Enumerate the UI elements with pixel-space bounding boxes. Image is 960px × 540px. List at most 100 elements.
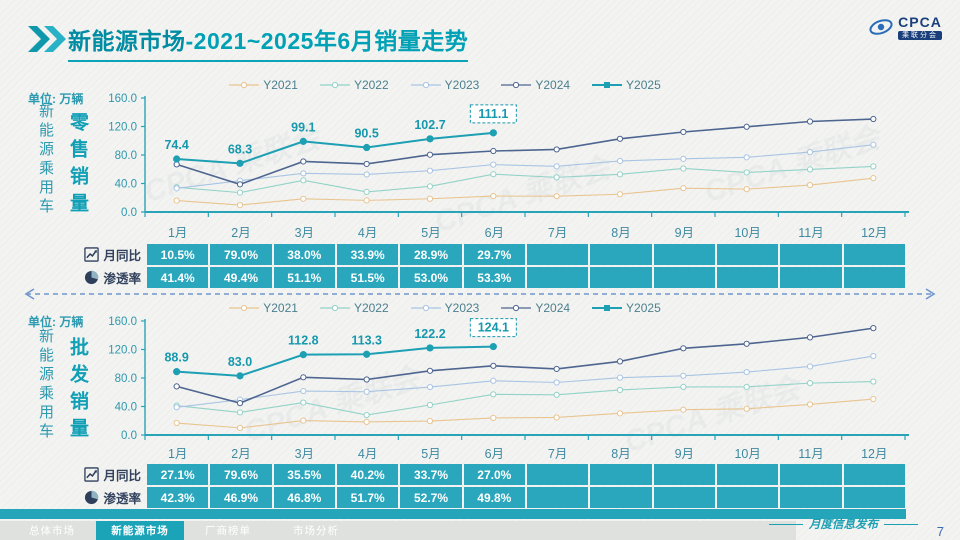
footer-tab-inactive[interactable]: 市场分析 (293, 525, 339, 537)
month-label: 3月 (294, 226, 315, 240)
table-cell (716, 244, 779, 265)
legend-item-y2023: Y2023 (410, 78, 480, 92)
table-cell: 42.3% (147, 487, 209, 508)
table-cell (526, 244, 589, 265)
legend-item-y2022: Y2022 (319, 301, 389, 315)
series-line-y2023 (176, 355, 874, 408)
table-cell (716, 487, 779, 508)
table-cell (526, 267, 589, 288)
table-cell: 28.9% (400, 244, 462, 265)
data-label: 112.8 (288, 334, 319, 348)
data-point-y2024 (426, 367, 434, 374)
logo-text: CPCA (898, 13, 942, 30)
release-label: 月度信息发布 (769, 516, 918, 532)
vehicle-category-label: 新能源乘用车 (37, 103, 54, 217)
legend-label: Y2023 (444, 78, 480, 92)
legend-item-y2024: Y2024 (501, 301, 570, 315)
table-cell (653, 267, 715, 288)
data-point-y2024 (680, 345, 687, 352)
table-cell (653, 464, 715, 485)
y-axis-tick-label: 160.0 (108, 316, 137, 328)
legend-item-y2025: Y2025 (592, 301, 661, 315)
data-point-y2021 (426, 417, 434, 425)
data-point-y2023 (490, 161, 497, 168)
data-point-y2023 (300, 170, 307, 177)
data-label: 99.1 (291, 120, 315, 134)
retail-trend-chart: 0.0 40.0 80.0 120.0 160.0 74.4 68.3 99.1 90.5 102… (108, 93, 909, 219)
data-point-y2021 (743, 405, 750, 412)
title-highlight: 新能源市场 (68, 28, 186, 54)
data-point-y2021 (553, 193, 560, 200)
table-cell: 51.1% (273, 267, 335, 288)
data-point-y2022 (870, 378, 877, 385)
data-point-y2022 (806, 380, 814, 387)
footer-tabs: 总体市场 新能源市场 厂商榜单 市场分析 (0, 521, 796, 540)
wholesale-month-axis: 1月 2月 3月 4月 5月 6月 7月 8月 9月 10月 11月 12月 (83, 443, 905, 461)
data-point-y2023 (743, 368, 750, 376)
wholesale-chart-legend: Y2021 Y2022 Y2023 Y2024 Y2025 (40, 301, 850, 315)
series-line-y2021 (176, 177, 874, 206)
table-cell: 51.5% (336, 267, 399, 288)
data-point-y2022 (300, 177, 307, 184)
table-cell: 51.7% (336, 487, 399, 508)
table-cell: 79.0% (210, 244, 272, 265)
data-point-y2021 (806, 181, 814, 189)
table-cell: 41.4% (147, 267, 209, 288)
data-point-y2021 (363, 197, 370, 204)
data-label: 90.5 (354, 127, 378, 141)
cpca-logo: CPCA 乘联分会 (868, 14, 942, 40)
legend-label: Y2021 (263, 78, 298, 92)
data-point-y2023 (363, 171, 370, 178)
series-line-y2022 (176, 165, 874, 194)
table-cell (843, 267, 905, 288)
table-cell (716, 267, 779, 288)
data-point-y2025 (363, 350, 371, 358)
legend-marker-icon (592, 305, 623, 311)
month-label: 6月 (484, 447, 505, 461)
pie-chart-icon (85, 270, 99, 285)
data-label: 74.4 (164, 138, 188, 152)
legend-label: Y2022 (353, 78, 389, 92)
data-point-y2023 (173, 185, 180, 192)
legend-item-y2024: Y2024 (501, 78, 570, 92)
legend-label: Y2025 (626, 301, 661, 315)
data-point-y2025 (489, 129, 497, 137)
data-point-y2024 (553, 146, 560, 153)
month-label: 12月 (861, 226, 888, 240)
data-point-y2021 (300, 195, 307, 202)
vehicle-category-label: 新能源乘用车 (37, 328, 54, 442)
data-point-y2023 (870, 352, 877, 360)
row-label-text: 月同比 (103, 249, 141, 263)
table-cell: 79.6% (210, 464, 272, 485)
legend-item-y2021: Y2021 (229, 301, 298, 315)
data-point-y2021 (870, 175, 877, 182)
legend-label: Y2022 (353, 301, 389, 315)
data-point-y2024 (236, 181, 244, 188)
data-point-y2025 (489, 342, 497, 351)
data-point-y2021 (173, 197, 180, 204)
footer-tab-active[interactable]: 新能源市场 (96, 521, 184, 540)
table-cell (780, 267, 842, 288)
data-point-y2023 (363, 388, 370, 395)
footer-tab-inactive[interactable]: 厂商榜单 (205, 525, 251, 537)
legend-label: Y2025 (626, 78, 661, 92)
data-point-y2022 (490, 171, 497, 178)
table-cell (653, 244, 715, 265)
data-label-boxed: 124.1 (478, 321, 509, 335)
data-point-y2023 (806, 363, 814, 370)
footer-tab-inactive[interactable]: 总体市场 (29, 525, 75, 537)
table-cell (780, 244, 842, 265)
table-cell (843, 487, 905, 508)
data-point-y2022 (680, 383, 687, 391)
legend-marker-icon (410, 81, 441, 89)
legend-label: Y2024 (535, 301, 571, 315)
data-point-y2023 (553, 163, 560, 170)
legend-marker-icon (319, 304, 350, 312)
data-point-y2024 (616, 358, 624, 365)
y-axis-tick-label: 0.0 (121, 207, 137, 219)
data-point-y2022 (616, 386, 624, 394)
data-point-y2022 (680, 165, 687, 172)
legend-item-y2021: Y2021 (229, 78, 298, 92)
data-point-y2022 (363, 188, 370, 196)
